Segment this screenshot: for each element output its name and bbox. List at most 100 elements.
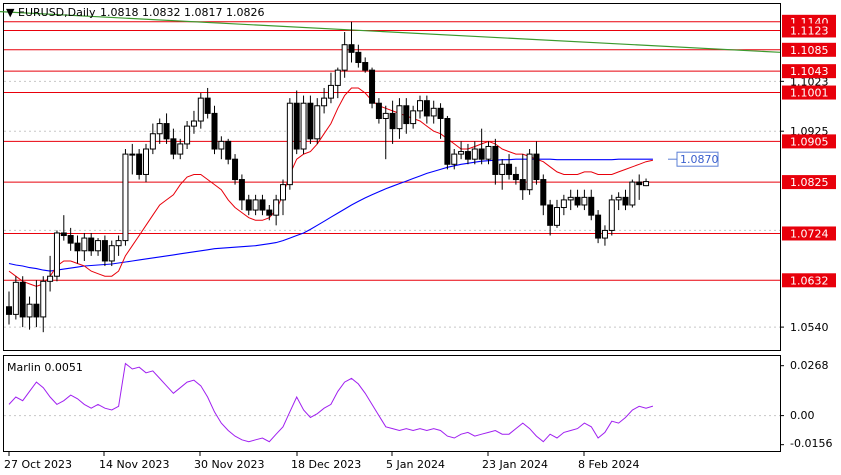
candle-body [40, 280, 47, 318]
candle-body [6, 306, 12, 315]
candle-body [19, 281, 26, 318]
candle-body [53, 232, 60, 277]
marlin-line [8, 362, 654, 443]
candle-body [403, 105, 410, 125]
candle-body [60, 232, 67, 237]
candle-body [526, 153, 533, 191]
candle-body [190, 120, 197, 127]
candle-body [259, 199, 266, 211]
time-label: 30 Nov 2023 [194, 458, 264, 471]
indicator-tick-bottom: -0.0156 [790, 437, 832, 450]
candle-body [444, 117, 451, 165]
candle-body [636, 181, 643, 186]
candle-body [519, 179, 526, 191]
candle-body [204, 97, 211, 114]
candle-body [129, 153, 136, 156]
level-label-bg [782, 85, 836, 100]
candle-body [608, 199, 615, 231]
level-label: 1.0825 [790, 176, 829, 189]
candle-body [156, 123, 163, 135]
level-label: 1.1001 [790, 87, 829, 100]
horizontal-levels [4, 21, 780, 281]
candle-body [348, 44, 355, 53]
candle-body [273, 199, 280, 216]
candle-body [430, 107, 437, 117]
candle-body [567, 196, 574, 201]
candle-body [622, 196, 629, 206]
candle-body [47, 275, 54, 282]
slow-ma-line [8, 158, 653, 272]
level-label: 1.0632 [790, 274, 829, 287]
candle-body [232, 158, 239, 181]
candle-body [211, 112, 218, 150]
candle-body [143, 148, 149, 175]
candle-body [629, 181, 636, 206]
candle-body [12, 281, 19, 315]
candle-body [74, 242, 81, 252]
candle-body [471, 148, 478, 160]
candle-body [197, 97, 204, 122]
candle-body [464, 151, 471, 160]
candle-body [574, 196, 581, 206]
candle-body [307, 102, 314, 140]
ohlc-label: 1.0818 1.0832 1.0817 1.0826 [100, 6, 264, 19]
callout-label: 1.0870 [680, 153, 719, 166]
candle-body [81, 237, 88, 252]
moving-averages [0, 11, 781, 287]
collapse-triangle-icon[interactable]: ▼ [6, 6, 15, 19]
candle-body [437, 107, 444, 119]
indicator-tick-top: 0.0268 [790, 359, 829, 372]
candle-body [67, 235, 74, 244]
trendline [0, 11, 781, 53]
candle-body [184, 125, 191, 145]
candle-body [643, 181, 650, 187]
candle-body [108, 245, 115, 262]
price-tick-label: 1.1023 [790, 75, 829, 88]
candle-body [341, 44, 348, 71]
candle-body [101, 240, 108, 262]
candle-body [88, 237, 95, 252]
price-axis: 1.10231.09251.05401.11401.11231.10851.10… [8, 14, 836, 456]
candle-body [314, 105, 321, 140]
candle-body [554, 207, 560, 226]
candle-body [177, 143, 184, 155]
indicator-layer [4, 362, 784, 446]
candle-body [218, 140, 225, 150]
candle-body [595, 214, 602, 239]
candle-body [149, 133, 156, 150]
candle-body [245, 199, 252, 211]
time-label: 5 Jan 2024 [386, 458, 445, 471]
main-plot-frame [3, 3, 781, 351]
symbol-label: EURUSD,Daily [18, 6, 96, 19]
callout-box [676, 151, 719, 167]
time-label: 14 Nov 2023 [99, 458, 169, 471]
candle-body [334, 69, 341, 86]
candle-body [506, 163, 513, 175]
candle-body [417, 100, 423, 112]
grid-layer [4, 80, 780, 328]
candle-body [122, 153, 129, 242]
time-label: 8 Feb 2024 [578, 458, 639, 471]
candle-body [26, 303, 33, 318]
level-label-bg [782, 42, 836, 57]
level-label-bg [782, 175, 836, 190]
time-label: 27 Oct 2023 [4, 458, 72, 471]
candle-body [136, 153, 143, 175]
candle-body [95, 240, 102, 252]
candle-body [382, 112, 389, 119]
candle-body [266, 209, 273, 216]
level-label-bg [782, 134, 836, 149]
candle-body [355, 51, 362, 64]
level-label: 1.0724 [790, 227, 829, 240]
candle-body [499, 163, 506, 175]
candle-body [286, 102, 293, 186]
candle-body [396, 105, 403, 130]
level-label-bg [782, 23, 836, 38]
candle-body [547, 204, 554, 226]
candle-body [458, 151, 465, 155]
level-label: 1.1085 [790, 44, 829, 57]
candle-body [601, 229, 608, 239]
candle-body [362, 62, 369, 71]
candle-body [560, 199, 567, 209]
